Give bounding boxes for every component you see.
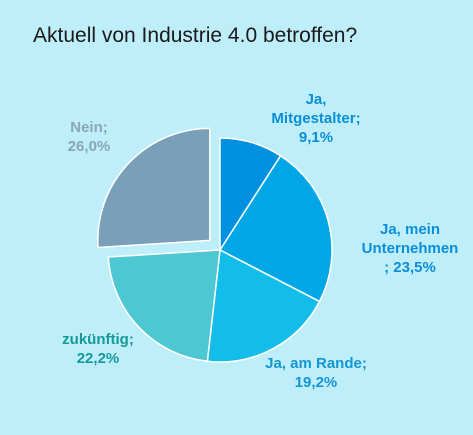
pie-labels: Ja, Mitgestalter; 9,1% Ja, mein Unternehmen;… <box>62 91 458 391</box>
slice-label-line: zukünftig; <box>62 331 134 348</box>
pie-slices <box>97 127 333 363</box>
slice-label-5: Nein; 26,0% <box>68 119 111 155</box>
slice-label-2: Ja, mein Unternehmen ; 23,5% <box>362 221 459 276</box>
slice-label-line: Mitgestalter; <box>271 110 360 127</box>
pie-slice-3 <box>206 248 321 363</box>
slice-label-line: Ja, mein <box>380 221 440 238</box>
slice-label-line: 26,0% <box>68 138 111 155</box>
slice-label-line: Nein; <box>70 119 108 136</box>
slice-label-line: 9,1% <box>299 129 333 146</box>
slice-label-line: 19,2% <box>295 374 338 391</box>
slice-label-line: Ja, <box>306 91 327 108</box>
pie-slice-4 <box>107 249 221 363</box>
pie-slice-5 <box>97 127 211 249</box>
slice-label-line: Ja, am Rande; <box>265 355 367 372</box>
slice-label-line: ; 23,5% <box>384 259 436 276</box>
slice-label-3: Ja, am Rande; 19,2% <box>265 355 367 391</box>
slice-label-line: Unternehmen <box>362 240 459 257</box>
chart-title: Aktuell von Industrie 4.0 betroffen? <box>33 24 358 47</box>
slice-label-1: Ja, Mitgestalter; 9,1% <box>271 91 360 146</box>
pie-slice-2 <box>218 154 333 303</box>
slice-label-4: zukünftig; 22,2% <box>62 331 134 367</box>
slice-label-line: 22,2% <box>77 350 120 367</box>
